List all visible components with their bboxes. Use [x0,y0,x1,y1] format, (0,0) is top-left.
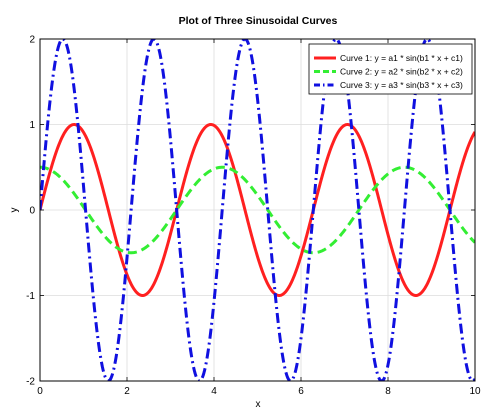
x-tick-label: 4 [211,386,217,397]
y-tick-label: -2 [26,377,35,388]
series-line-curve-3 [40,39,475,381]
y-tick-label: 2 [29,35,35,46]
x-tick-label: 8 [385,386,391,397]
legend-label-curve-2: Curve 2: y = a2 * sin(b2 * x + c2) [340,67,463,77]
y-tick-label: -1 [26,291,35,302]
x-tick-label: 10 [469,386,481,397]
x-tick-label: 2 [124,386,130,397]
legend: Curve 1: y = a1 * sin(b1 * x + c1) Curve… [308,43,473,95]
axis-ticks: 0 2 4 6 8 10 -2 -1 0 1 2 [26,35,481,398]
legend-label-curve-1: Curve 1: y = a1 * sin(b1 * x + c1) [340,53,463,63]
series-line-curve-1 [40,123,475,297]
x-axis-label: x [256,399,261,410]
y-tick-label: 0 [29,206,35,217]
y-axis-label: y [9,208,20,213]
legend-box [308,43,473,95]
legend-label-curve-3: Curve 3: y = a3 * sin(b3 * x + c3) [340,80,463,90]
plot-series [40,39,475,381]
y-tick-label: 1 [29,120,35,131]
chart-title: Plot of Three Sinusoidal Curves [179,15,338,27]
x-tick-label: 0 [37,386,43,397]
x-tick-label: 6 [298,386,304,397]
